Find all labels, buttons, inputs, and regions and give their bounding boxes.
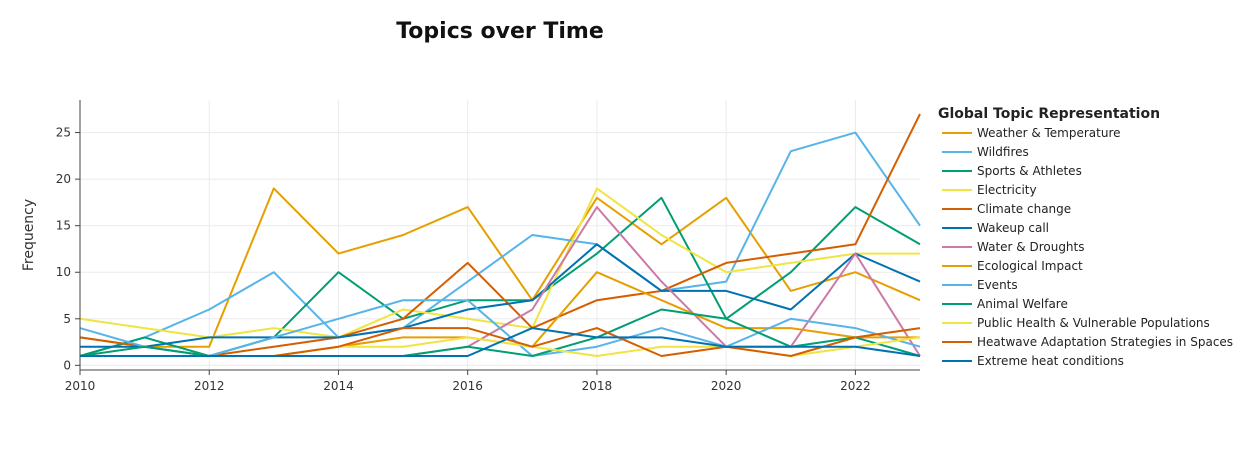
series-line — [80, 243, 921, 348]
series-line — [79, 113, 921, 357]
legend: Weather & Temperature Wildfires Sports & A… — [942, 126, 1233, 368]
series-line — [79, 308, 921, 357]
series-line — [79, 131, 921, 357]
legend-entry: Heatwave Adaptation Strategies in Spaces — [977, 335, 1233, 349]
legend-entry: Weather & Temperature — [977, 126, 1121, 140]
x-tick-label: 2022 — [840, 379, 871, 393]
legend-entry: Extreme heat conditions — [977, 354, 1124, 368]
y-tick-label: 5 — [63, 312, 71, 326]
x-tick-label: 2014 — [323, 379, 354, 393]
y-axis-title: Frequency — [21, 199, 37, 271]
x-tick-label: 2016 — [452, 379, 483, 393]
series-line — [80, 327, 921, 357]
legend-entry: Events — [977, 278, 1018, 292]
legend-entry: Climate change — [977, 202, 1071, 216]
series-line — [79, 187, 920, 339]
legend-entry: Animal Welfare — [977, 297, 1068, 311]
legend-entry: Wildfires — [977, 145, 1029, 159]
y-tick-label: 15 — [56, 219, 71, 233]
legend-entry: Ecological Impact — [977, 259, 1083, 273]
axes — [79, 100, 920, 371]
y-axis-ticks: 0 5 10 15 20 25 — [56, 126, 80, 372]
series-line — [80, 206, 921, 357]
x-tick-label: 2012 — [194, 379, 225, 393]
y-tick-label: 0 — [63, 358, 71, 372]
y-tick-label: 20 — [56, 172, 71, 186]
x-axis-ticks: 2010 2012 2014 2016 2018 2020 2022 — [65, 370, 871, 393]
x-tick-label: 2020 — [711, 379, 742, 393]
chart-title: Topics over Time — [396, 19, 604, 44]
legend-entry: Wakeup call — [977, 221, 1049, 235]
series-line — [79, 187, 921, 348]
y-tick-label: 25 — [56, 126, 71, 140]
x-tick-label: 2010 — [65, 379, 96, 393]
legend-entry: Electricity — [977, 183, 1037, 197]
y-tick-label: 10 — [56, 265, 71, 279]
series-line — [79, 196, 921, 357]
x-tick-label: 2018 — [582, 379, 613, 393]
legend-entry: Public Health & Vulnerable Populations — [977, 316, 1210, 330]
series-line — [79, 299, 921, 357]
legend-title: Global Topic Representation — [938, 106, 1160, 122]
series-lines — [79, 113, 921, 357]
gridlines — [79, 100, 920, 370]
legend-entry: Water & Droughts — [977, 240, 1085, 254]
legend-entry: Sports & Athletes — [977, 164, 1082, 178]
